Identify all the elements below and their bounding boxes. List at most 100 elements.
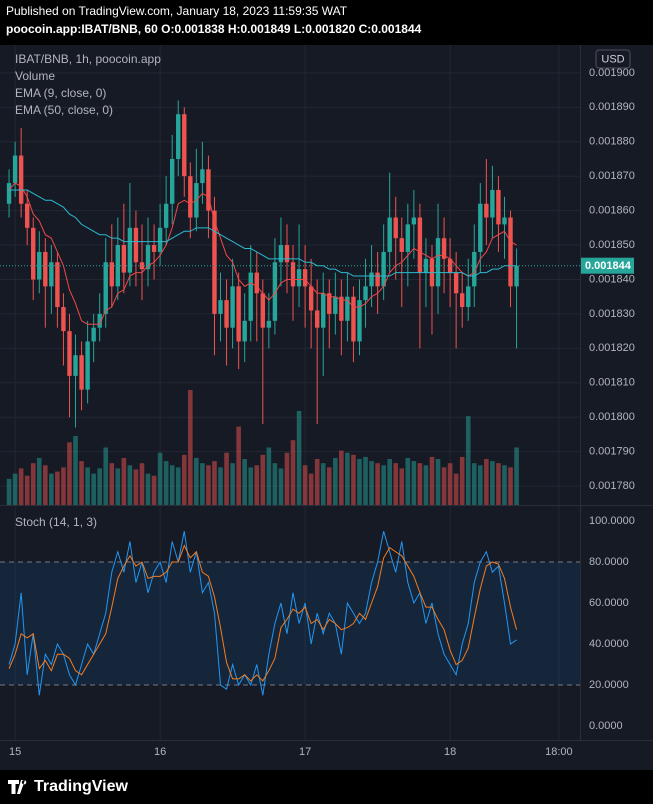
volume-bar bbox=[151, 475, 157, 505]
volume-bar bbox=[284, 452, 290, 505]
volume-bar bbox=[61, 467, 66, 505]
candle-body bbox=[188, 176, 193, 218]
volume-bar bbox=[127, 465, 133, 505]
volume-bar bbox=[24, 475, 30, 505]
currency-box[interactable] bbox=[595, 49, 631, 69]
stoch-title: Stoch (14, 1, 3) bbox=[15, 515, 97, 529]
volume-bar bbox=[36, 457, 42, 505]
volume-bar bbox=[6, 478, 12, 505]
volume-bar bbox=[399, 468, 405, 505]
volume-bar bbox=[484, 459, 489, 505]
candle-body bbox=[321, 293, 326, 328]
x-tick-label: 18:00 bbox=[545, 746, 573, 758]
volume-bar bbox=[363, 456, 368, 505]
candle-body bbox=[387, 217, 392, 252]
y-tick-label: 20.0000 bbox=[589, 679, 629, 691]
candle-body bbox=[24, 203, 30, 228]
volume-bar bbox=[163, 461, 169, 505]
volume-bar bbox=[459, 456, 465, 505]
x-tick-label: 16 bbox=[154, 746, 166, 758]
volume-bar bbox=[67, 442, 72, 505]
y-tick-label: 0.001890 bbox=[589, 101, 635, 113]
candle-body bbox=[302, 269, 308, 287]
volume-bar bbox=[508, 467, 513, 505]
candle-body bbox=[236, 286, 241, 342]
volume-bar bbox=[369, 461, 374, 505]
candle-body bbox=[278, 245, 284, 263]
candle-body bbox=[478, 203, 483, 252]
volume-bar bbox=[169, 465, 175, 505]
candle-body bbox=[163, 203, 169, 228]
candle-body bbox=[157, 227, 163, 252]
y-tick-label: 0.001840 bbox=[589, 273, 635, 285]
main-title: IBAT/BNB, 1h, poocoin.app bbox=[15, 52, 161, 66]
y-tick-label: 0.001820 bbox=[589, 342, 635, 354]
candle-body bbox=[254, 272, 259, 294]
candle-body bbox=[224, 300, 229, 328]
candle-body bbox=[496, 189, 501, 225]
candle-body bbox=[333, 296, 338, 314]
indicator-line bbox=[8, 182, 517, 325]
candle-body bbox=[73, 355, 78, 376]
candle-body bbox=[411, 217, 417, 225]
candle-body bbox=[327, 293, 332, 314]
volume-bar bbox=[381, 465, 386, 505]
y-tick-label: 100.0000 bbox=[589, 515, 635, 527]
candle-body bbox=[453, 272, 459, 294]
volume-bar bbox=[85, 467, 90, 505]
candle-body bbox=[357, 300, 362, 342]
volume-bar bbox=[224, 452, 229, 505]
candle-body bbox=[435, 238, 441, 287]
volume-bar bbox=[387, 459, 392, 505]
volume-bar bbox=[79, 461, 84, 505]
volume-bar bbox=[314, 459, 320, 505]
y-tick-label: 0.001850 bbox=[589, 239, 635, 251]
candle-body bbox=[182, 114, 187, 177]
volume-bar bbox=[435, 459, 441, 505]
volume-bar bbox=[145, 473, 151, 505]
candle-body bbox=[55, 262, 60, 308]
x-tick-label: 18 bbox=[444, 746, 456, 758]
candle-body bbox=[296, 269, 302, 287]
volume-bar bbox=[375, 463, 380, 505]
indicator-line bbox=[8, 544, 518, 682]
volume-bar bbox=[272, 463, 278, 505]
volume-legend: Volume bbox=[15, 69, 55, 83]
volume-bar bbox=[236, 426, 241, 505]
candle-body bbox=[79, 355, 84, 390]
candle-body bbox=[393, 217, 398, 239]
volume-bar bbox=[411, 461, 417, 505]
y-tick-label: 0.001870 bbox=[589, 170, 635, 182]
candle-body bbox=[133, 227, 139, 263]
candle-body bbox=[484, 203, 489, 218]
candle-body bbox=[308, 286, 314, 311]
volume-bar bbox=[12, 473, 18, 505]
volume-bar bbox=[345, 452, 350, 505]
candle-body bbox=[351, 296, 356, 342]
volume-bar bbox=[91, 473, 96, 505]
candle-body bbox=[423, 258, 429, 273]
candle-body bbox=[67, 331, 72, 376]
candle-body bbox=[61, 307, 66, 332]
y-tick-label: 0.001780 bbox=[589, 480, 635, 492]
y-tick-label: 0.0000 bbox=[589, 720, 623, 732]
volume-bar bbox=[405, 457, 411, 505]
volume-bar bbox=[465, 416, 471, 505]
last-price-label: 0.001844 bbox=[585, 260, 632, 272]
volume-bar bbox=[218, 467, 223, 505]
candle-body bbox=[290, 262, 296, 287]
y-tick-label: 40.0000 bbox=[589, 638, 629, 650]
volume-bar bbox=[302, 465, 308, 505]
volume-bar bbox=[73, 436, 78, 505]
candle-body bbox=[121, 245, 127, 273]
candle-body bbox=[6, 183, 12, 204]
candle-body bbox=[417, 217, 423, 273]
candle-body bbox=[218, 300, 223, 314]
candle-body bbox=[284, 245, 290, 263]
y-tick-label: 0.001810 bbox=[589, 377, 635, 389]
candle-body bbox=[466, 286, 471, 308]
candle-body bbox=[242, 320, 247, 342]
volume-bar bbox=[55, 471, 60, 505]
volume-bar bbox=[181, 454, 187, 505]
